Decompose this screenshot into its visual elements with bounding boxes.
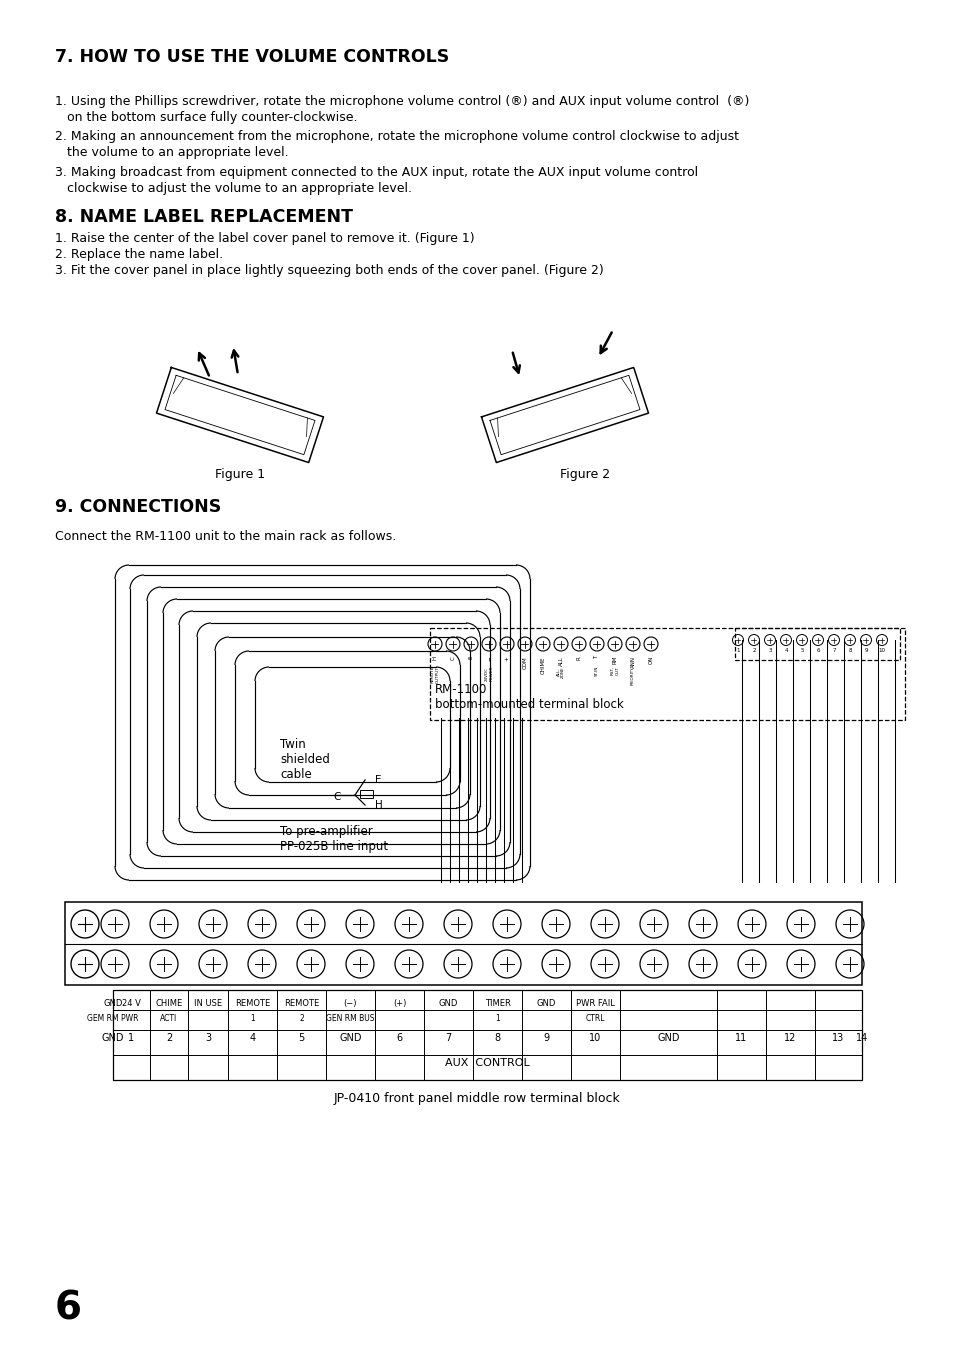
Text: GND: GND: [339, 1034, 361, 1043]
Text: 24 V: 24 V: [122, 998, 141, 1008]
Text: AUX  CONTROL: AUX CONTROL: [445, 1058, 529, 1069]
Text: 6: 6: [816, 648, 819, 653]
Text: REMOTE
OUTPUT: REMOTE OUTPUT: [430, 666, 438, 684]
Text: ACTI: ACTI: [160, 1015, 177, 1023]
Text: ON: ON: [648, 657, 653, 665]
Text: 6: 6: [55, 1290, 82, 1328]
Text: 5: 5: [298, 1034, 304, 1043]
Text: ALL: ALL: [558, 657, 563, 666]
Text: the volume to an appropriate level.: the volume to an appropriate level.: [55, 146, 289, 159]
Text: 2: 2: [752, 648, 755, 653]
Text: clockwise to adjust the volume to an appropriate level.: clockwise to adjust the volume to an app…: [55, 182, 412, 195]
Text: PRIORITY: PRIORITY: [630, 666, 635, 685]
Text: 14: 14: [855, 1034, 867, 1043]
Text: 8: 8: [847, 648, 851, 653]
Text: GND: GND: [103, 998, 123, 1008]
Text: 4: 4: [249, 1034, 255, 1043]
Text: TIMER: TIMER: [484, 998, 510, 1008]
Text: 2: 2: [166, 1034, 172, 1043]
Text: GND: GND: [438, 998, 457, 1008]
Text: 2: 2: [299, 1015, 304, 1023]
Text: 6: 6: [396, 1034, 402, 1043]
Text: H: H: [375, 800, 382, 811]
Text: To pre-amplifier
PP-025B line input: To pre-amplifier PP-025B line input: [280, 825, 388, 852]
Text: 1: 1: [495, 1015, 499, 1023]
Text: 5: 5: [800, 648, 803, 653]
Text: (−): (−): [343, 998, 356, 1008]
Text: 24VDC
POWER: 24VDC POWER: [484, 666, 493, 681]
Text: 9: 9: [543, 1034, 549, 1043]
Text: 10: 10: [589, 1034, 601, 1043]
Text: T: T: [594, 657, 598, 659]
Text: ALL-
ZONE: ALL- ZONE: [557, 666, 565, 678]
Text: −: −: [486, 657, 491, 661]
Text: Figure 1: Figure 1: [214, 467, 265, 481]
Text: RM-1100
bottom-mounted terminal block: RM-1100 bottom-mounted terminal block: [435, 684, 623, 711]
Text: REMOTE: REMOTE: [284, 998, 319, 1008]
Text: ST-IN: ST-IN: [595, 666, 598, 677]
Text: 4: 4: [783, 648, 787, 653]
Text: CHIME: CHIME: [540, 657, 545, 674]
Text: GND: GND: [657, 1034, 679, 1043]
Text: CHIME: CHIME: [155, 998, 182, 1008]
Text: PWR FAIL: PWR FAIL: [576, 998, 615, 1008]
Text: ANN: ANN: [630, 657, 635, 667]
Text: 11: 11: [735, 1034, 747, 1043]
Text: H: H: [432, 657, 437, 661]
Text: Figure 2: Figure 2: [559, 467, 609, 481]
Text: C: C: [333, 792, 340, 802]
Text: (+): (+): [393, 998, 406, 1008]
Text: 2. Replace the name label.: 2. Replace the name label.: [55, 249, 223, 261]
Text: 13: 13: [832, 1034, 843, 1043]
Text: GND: GND: [102, 1034, 124, 1043]
Text: 3: 3: [767, 648, 771, 653]
Text: 9. CONNECTIONS: 9. CONNECTIONS: [55, 499, 221, 516]
Text: 3. Making broadcast from equipment connected to the AUX input, rotate the AUX in: 3. Making broadcast from equipment conne…: [55, 166, 698, 178]
Text: 1: 1: [736, 648, 739, 653]
Text: GEN RM BUS: GEN RM BUS: [326, 1015, 375, 1023]
Text: COM: COM: [522, 657, 527, 669]
Text: 8: 8: [494, 1034, 500, 1043]
Text: GEM RM PWR: GEM RM PWR: [87, 1015, 138, 1023]
Text: 3: 3: [205, 1034, 211, 1043]
Text: REMOTE: REMOTE: [234, 998, 270, 1008]
Text: 3. Fit the cover panel in place lightly squeezing both ends of the cover panel. : 3. Fit the cover panel in place lightly …: [55, 263, 603, 277]
Text: +: +: [504, 657, 509, 661]
Text: on the bottom surface fully counter-clockwise.: on the bottom surface fully counter-cloc…: [55, 111, 357, 124]
Text: 1: 1: [250, 1015, 254, 1023]
Text: 9: 9: [863, 648, 867, 653]
Text: Twin
shielded
cable: Twin shielded cable: [280, 738, 330, 781]
Text: 7: 7: [445, 1034, 451, 1043]
Text: 1. Using the Phillips screwdriver, rotate the microphone volume control (®) and : 1. Using the Phillips screwdriver, rotat…: [55, 95, 749, 108]
Text: Connect the RM-1100 unit to the main rack as follows.: Connect the RM-1100 unit to the main rac…: [55, 530, 395, 543]
Text: E: E: [375, 775, 381, 785]
Text: 7. HOW TO USE THE VOLUME CONTROLS: 7. HOW TO USE THE VOLUME CONTROLS: [55, 49, 449, 66]
Text: C: C: [450, 657, 455, 659]
Text: 10: 10: [878, 648, 884, 653]
Text: 8. NAME LABEL REPLACEMENT: 8. NAME LABEL REPLACEMENT: [55, 208, 353, 226]
Text: JP-0410 front panel middle row terminal block: JP-0410 front panel middle row terminal …: [334, 1092, 619, 1105]
Text: RST-
OUT: RST- OUT: [610, 666, 618, 676]
Text: 1: 1: [129, 1034, 134, 1043]
Text: E: E: [468, 657, 473, 659]
Text: 2. Making an announcement from the microphone, rotate the microphone volume cont: 2. Making an announcement from the micro…: [55, 130, 739, 143]
Text: 7: 7: [831, 648, 835, 653]
Text: GND: GND: [537, 998, 556, 1008]
Text: R: R: [576, 657, 581, 659]
Text: RM: RM: [612, 657, 617, 665]
Text: 1. Raise the center of the label cover panel to remove it. (Figure 1): 1. Raise the center of the label cover p…: [55, 232, 475, 245]
Text: 12: 12: [783, 1034, 796, 1043]
Text: IN USE: IN USE: [193, 998, 222, 1008]
Text: CTRL: CTRL: [585, 1015, 604, 1023]
